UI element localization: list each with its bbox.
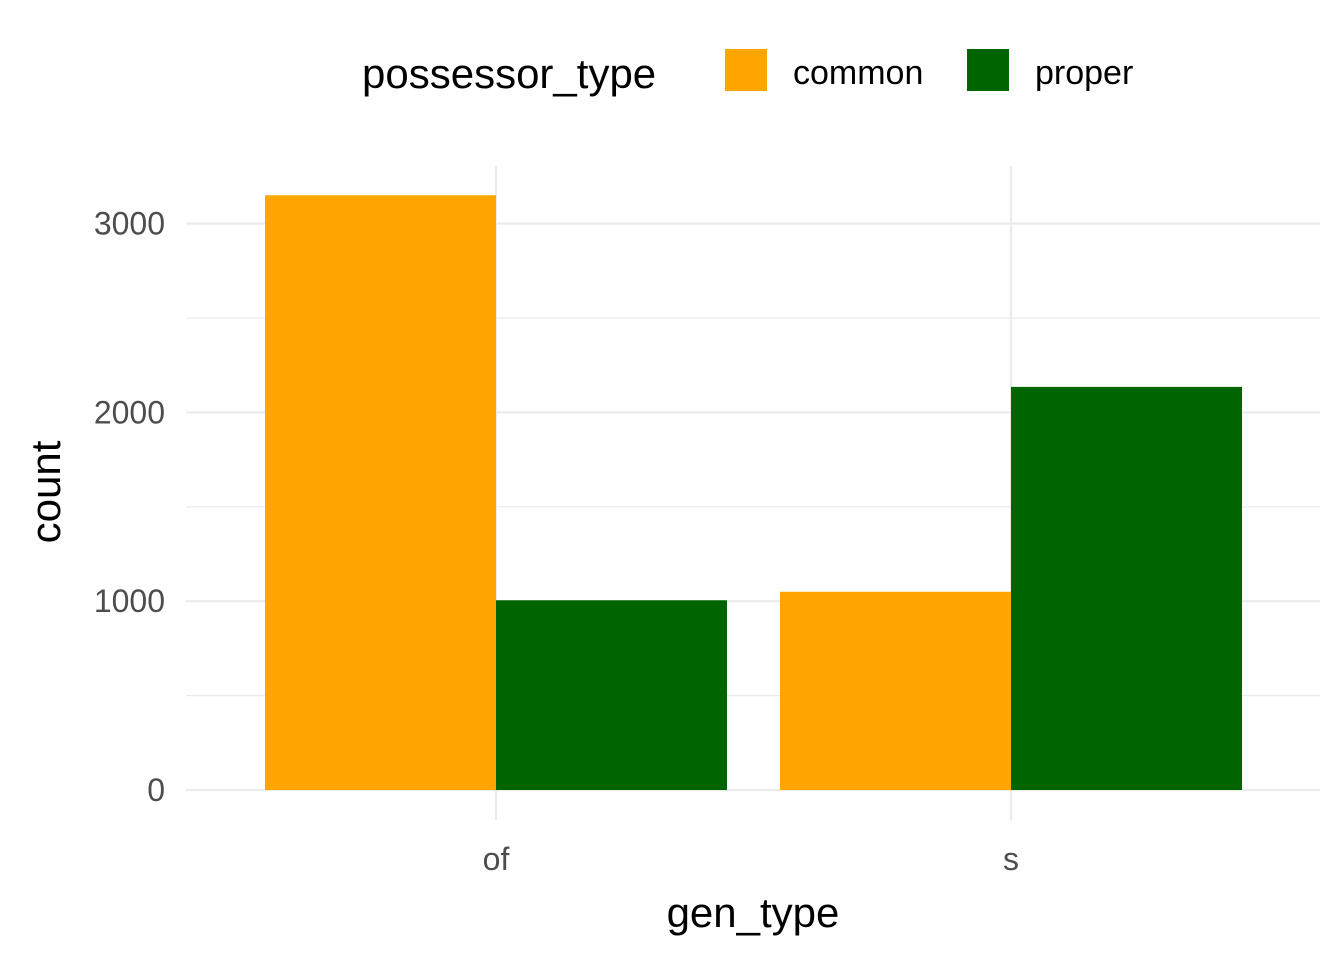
legend: possessor_type common proper [362,49,1133,97]
y-axis-title: count [22,440,69,543]
bars [265,195,1242,790]
legend-label-proper: proper [1035,54,1133,92]
legend-key-proper [967,49,1009,91]
x-tick-label: s [1003,841,1019,877]
y-tick-label: 3000 [94,206,165,242]
x-axis-title: gen_type [667,889,840,936]
bar-proper-s [1011,386,1242,790]
bar-common-of [265,195,496,790]
legend-key-common [725,49,767,91]
y-tick-label: 2000 [94,394,165,430]
y-tick-label: 0 [147,772,165,808]
x-tick-label: of [483,841,510,877]
legend-title: possessor_type [362,50,656,97]
y-axis-ticks: 0 1000 2000 3000 [94,206,165,808]
x-axis-ticks: of s [483,841,1019,877]
bar-common-s [780,591,1011,790]
legend-label-common: common [793,54,923,92]
y-tick-label: 1000 [94,583,165,619]
bar-proper-of [496,600,727,790]
